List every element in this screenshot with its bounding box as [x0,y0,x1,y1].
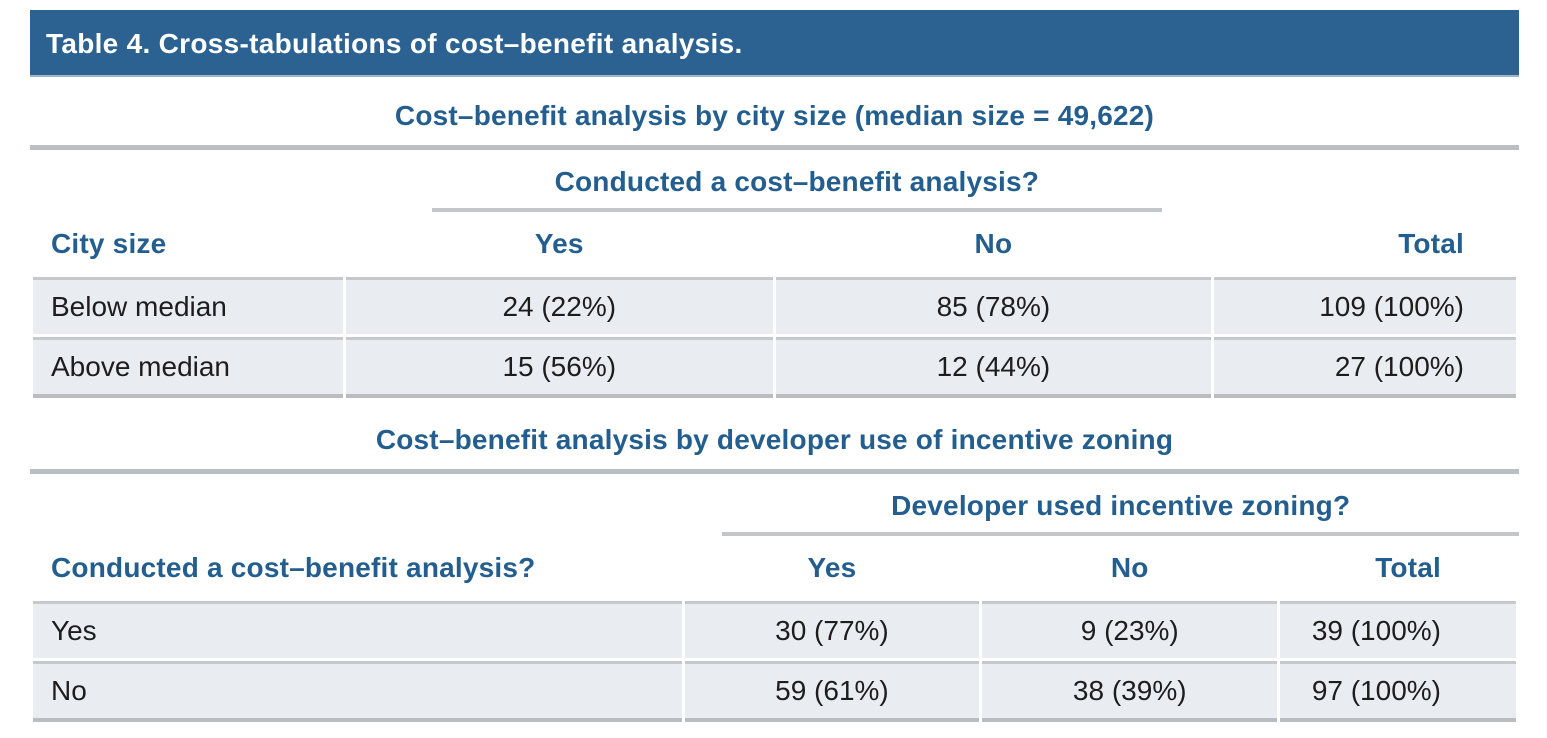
cell-row-label: Yes [33,601,682,658]
table-row-yes: Yes 30 (77%) 9 (23%) 39 (100%) [33,601,1516,658]
divider-rule [30,145,1519,150]
cell-row-label: No [33,661,682,722]
cell-total: 27 (100%) [1213,337,1516,398]
column-header-yes: Yes [807,552,857,583]
cell-yes: 59 (61%) [684,661,980,722]
column-header-total: Total [1398,228,1464,259]
column-header-total: Total [1375,552,1441,583]
table-row-no: No 59 (61%) 38 (39%) 97 (100%) [33,661,1516,722]
spanning-header-conducted-cba: Conducted a cost–benefit analysis? [432,166,1162,212]
table-row-above-median: Above median 15 (56%) 12 (44%) 27 (100%) [33,337,1516,398]
cell-no: 85 (78%) [775,277,1211,334]
section-city-size: Cost–benefit analysis by city size (medi… [30,100,1519,401]
cell-row-label: Below median [33,277,343,334]
city-size-table: City size Yes No Total Below median 24 (… [30,213,1519,401]
column-header-no: No [974,228,1013,259]
column-header-no: No [1110,552,1149,583]
cell-total: 109 (100%) [1213,277,1516,334]
cell-yes: 24 (22%) [345,277,773,334]
table-row-below-median: Below median 24 (22%) 85 (78%) 109 (100%… [33,277,1516,334]
spanning-header-developer-zoning: Developer used incentive zoning? [722,490,1519,536]
column-header-city-size: City size [51,228,167,259]
cell-yes: 15 (56%) [345,337,773,398]
column-header-conducted-cba: Conducted a cost–benefit analysis? [51,552,536,583]
incentive-zoning-table: Conducted a cost–benefit analysis? Yes N… [30,537,1519,725]
cell-yes: 30 (77%) [684,601,980,658]
cell-row-label: Above median [33,337,343,398]
cell-no: 12 (44%) [775,337,1211,398]
cell-no: 38 (39%) [982,661,1278,722]
column-header-yes: Yes [534,228,584,259]
section-incentive-zoning: Cost–benefit analysis by developer use o… [30,424,1519,725]
divider-rule [30,469,1519,474]
cell-no: 9 (23%) [982,601,1278,658]
section-title-city-size: Cost–benefit analysis by city size (medi… [394,100,1155,131]
cell-total: 39 (100%) [1280,601,1516,658]
column-header-row: Conducted a cost–benefit analysis? Yes N… [33,540,1516,598]
section-title-incentive-zoning: Cost–benefit analysis by developer use o… [375,424,1174,455]
table-caption-bar: Table 4. Cross-tabulations of cost–benef… [30,10,1519,77]
cell-total: 97 (100%) [1280,661,1516,722]
column-header-row: City size Yes No Total [33,216,1516,274]
